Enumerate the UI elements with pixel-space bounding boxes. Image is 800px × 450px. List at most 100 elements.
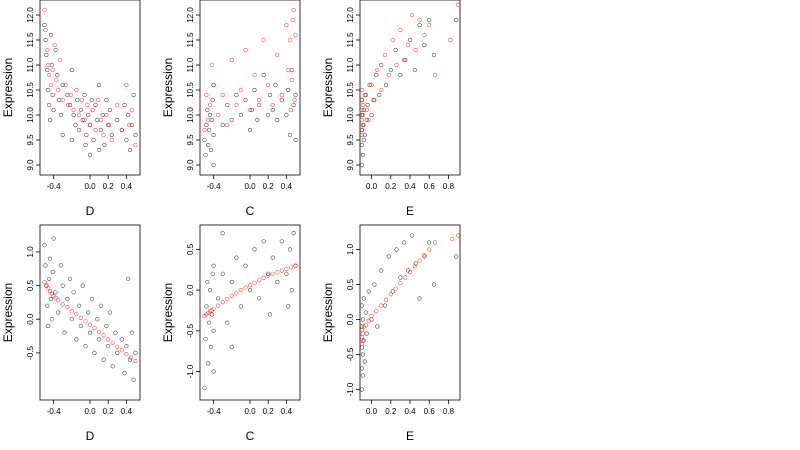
data-point: [110, 364, 115, 369]
data-point: [413, 261, 418, 266]
data-point: [62, 330, 67, 335]
data-point: [42, 7, 47, 13]
x-tick-label: 0.6: [424, 407, 436, 416]
data-point: [96, 337, 102, 342]
data-point: [390, 289, 395, 294]
data-point: [432, 240, 438, 245]
data-point: [364, 117, 369, 123]
data-point: [56, 97, 62, 103]
x-tick-label: 0.0: [84, 182, 96, 191]
data-point: [361, 137, 366, 143]
data-point: [361, 122, 366, 128]
data-point: [287, 132, 293, 138]
data-point: [422, 32, 427, 38]
data-point: [115, 117, 120, 123]
data-point: [363, 323, 368, 328]
data-point: [261, 72, 266, 78]
data-point: [124, 344, 129, 349]
data-point: [107, 107, 113, 113]
data-point: [432, 72, 438, 78]
data-point: [73, 122, 78, 128]
data-point: [128, 355, 133, 360]
data-point: [252, 87, 257, 93]
data-point: [124, 82, 129, 88]
data-point: [255, 117, 260, 123]
data-point: [252, 72, 257, 78]
data-point: [42, 243, 47, 248]
x-tick-label: -0.4: [47, 407, 61, 416]
data-point: [288, 107, 294, 113]
x-axis-label: C: [246, 429, 255, 443]
data-point: [71, 107, 76, 113]
data-point: [293, 32, 298, 38]
data-point: [267, 92, 273, 98]
data-point: [287, 37, 293, 43]
data-point: [267, 312, 273, 317]
data-point: [131, 92, 136, 98]
data-point: [216, 296, 221, 301]
data-point: [275, 279, 280, 285]
y-tick-label: -1.0: [346, 382, 355, 396]
x-axis-label: D: [86, 429, 95, 443]
data-point: [49, 62, 54, 68]
data-point: [75, 97, 80, 103]
data-point: [220, 231, 225, 236]
y-tick-label: 11.0: [26, 57, 35, 73]
data-point: [360, 102, 366, 108]
data-point: [229, 293, 234, 298]
data-point: [209, 312, 214, 317]
data-point: [427, 22, 432, 28]
y-tick-label: 9.5: [26, 134, 35, 146]
data-point: [225, 122, 230, 128]
data-point: [398, 27, 403, 33]
data-point: [60, 97, 65, 103]
data-point: [292, 97, 297, 103]
data-point: [65, 92, 70, 98]
data-point: [372, 282, 377, 287]
data-point: [90, 107, 95, 113]
data-point: [122, 102, 127, 108]
y-tick-label: 9.0: [186, 159, 195, 171]
data-point: [78, 315, 83, 321]
data-point: [291, 231, 296, 236]
data-point: [86, 310, 91, 315]
data-point: [398, 281, 403, 286]
data-point: [46, 72, 52, 78]
data-point: [448, 37, 453, 43]
data-point: [58, 263, 64, 268]
data-point: [124, 352, 129, 357]
data-point: [270, 107, 275, 113]
data-point: [133, 350, 138, 356]
data-point: [275, 270, 280, 275]
data-point: [243, 97, 248, 103]
data-point: [289, 77, 294, 83]
data-point: [359, 132, 365, 138]
data-point: [364, 107, 369, 113]
data-point: [47, 256, 53, 261]
data-point: [427, 17, 432, 23]
data-point: [115, 344, 120, 349]
data-point: [89, 296, 94, 302]
data-point: [95, 317, 100, 322]
series-1: [202, 67, 298, 168]
data-point: [220, 122, 225, 128]
data-point: [207, 320, 212, 325]
data-point: [49, 291, 54, 296]
data-point: [359, 107, 365, 113]
data-point: [261, 37, 266, 43]
data-point: [229, 345, 234, 350]
data-point: [360, 112, 366, 118]
data-point: [87, 122, 93, 128]
data-point: [398, 72, 403, 78]
data-point: [390, 37, 395, 43]
data-point: [98, 117, 103, 123]
data-point: [252, 247, 257, 252]
data-point: [406, 42, 411, 48]
data-point: [101, 357, 106, 362]
data-point: [115, 350, 120, 356]
x-tick-label: -0.4: [207, 407, 221, 416]
data-point: [374, 72, 379, 78]
data-point: [46, 323, 51, 329]
data-point: [454, 254, 459, 259]
data-point: [50, 270, 55, 275]
